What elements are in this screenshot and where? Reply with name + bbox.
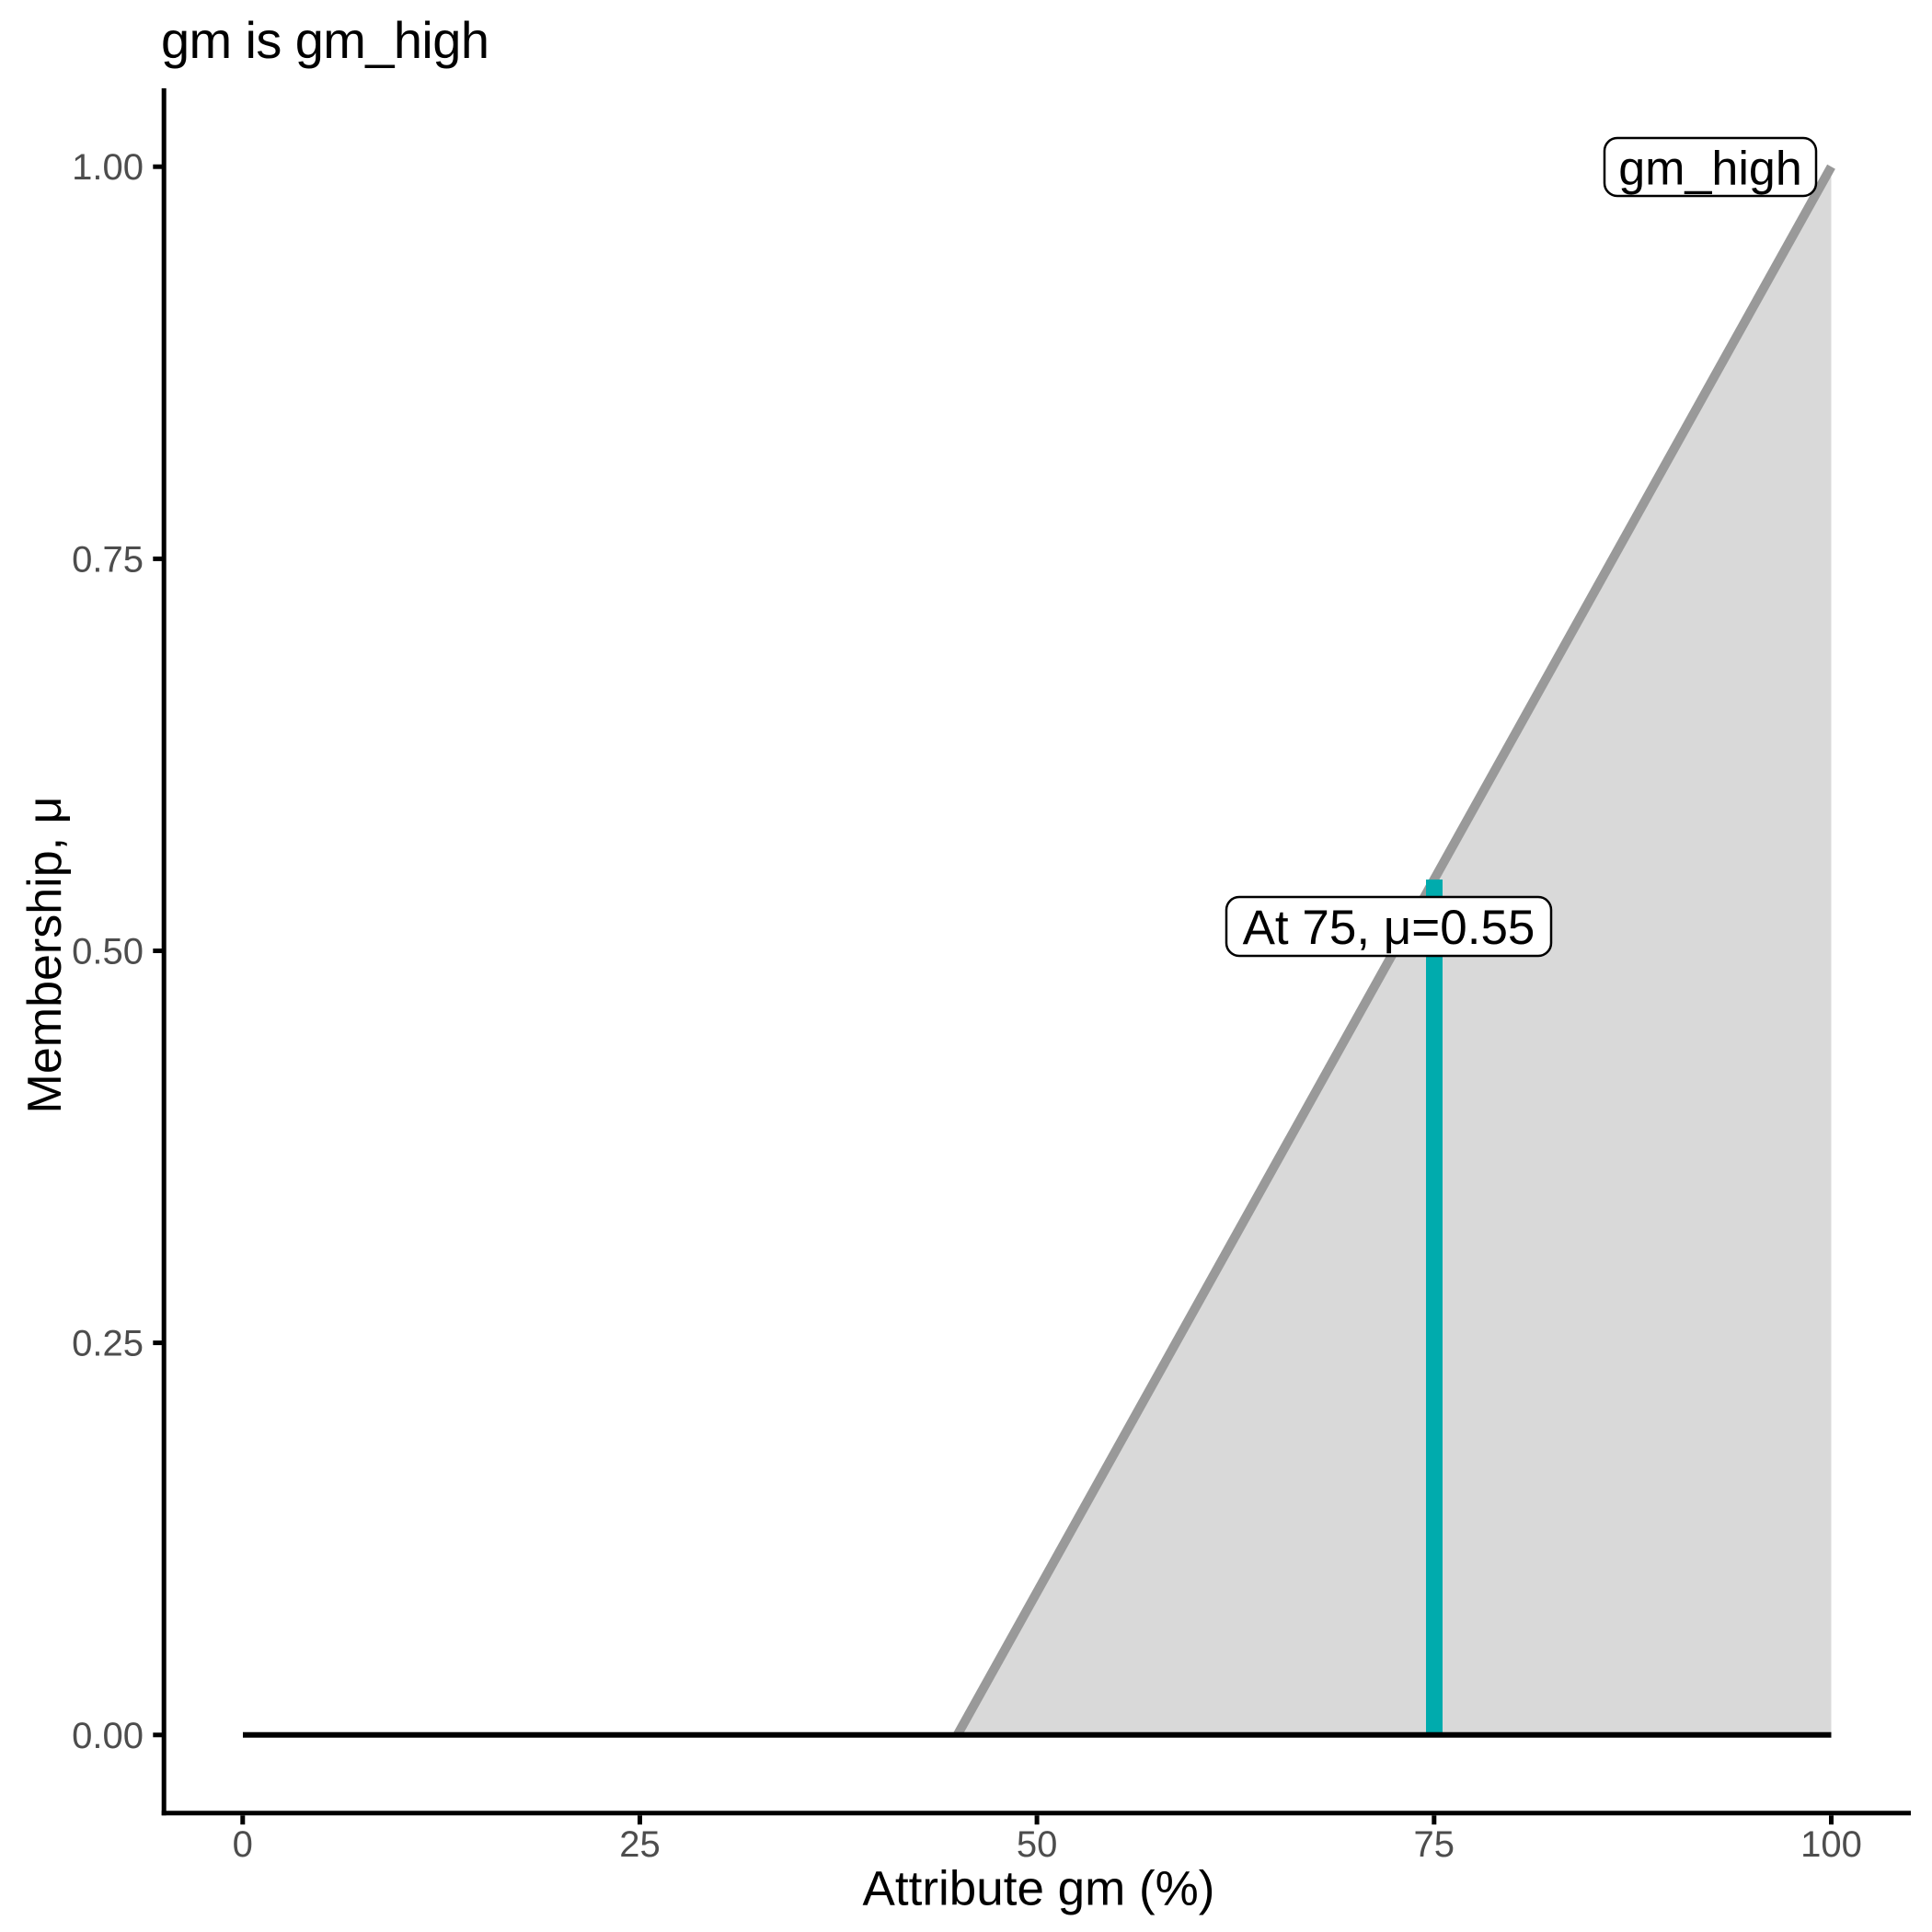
svg-text:0.75: 0.75 (72, 539, 144, 580)
svg-text:100: 100 (1800, 1824, 1862, 1865)
svg-text:0.25: 0.25 (72, 1324, 144, 1364)
svg-text:0: 0 (233, 1824, 253, 1865)
svg-text:0.50: 0.50 (72, 932, 144, 972)
svg-text:Attribute gm (%): Attribute gm (%) (863, 1862, 1215, 1916)
svg-text:0.00: 0.00 (72, 1716, 144, 1756)
svg-text:75: 75 (1414, 1824, 1455, 1865)
svg-text:1.00: 1.00 (72, 147, 144, 188)
svg-text:25: 25 (619, 1824, 661, 1865)
svg-text:gm is gm_high: gm is gm_high (161, 11, 489, 69)
svg-text:At 75, μ=0.55: At 75, μ=0.55 (1243, 901, 1535, 955)
svg-text:Membership, μ: Membership, μ (18, 797, 72, 1114)
svg-text:gm_high: gm_high (1618, 143, 1801, 196)
svg-text:50: 50 (1017, 1824, 1058, 1865)
